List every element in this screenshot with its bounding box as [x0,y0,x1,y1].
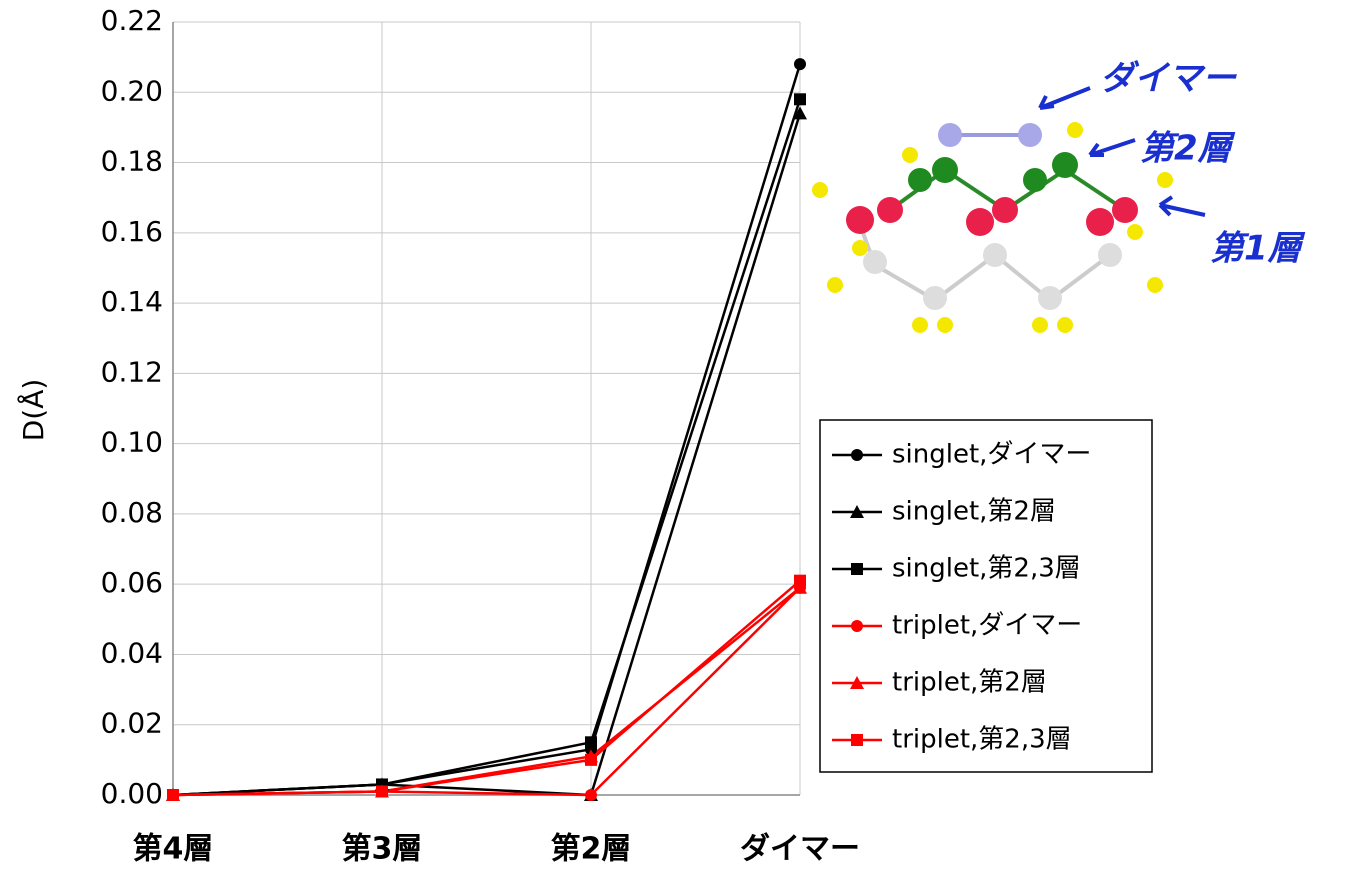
marker [585,754,597,766]
marker [376,785,388,797]
y-tick-label: 0.22 [101,4,163,37]
y-tick-label: 0.08 [101,496,163,529]
y-axis-label: D(Å) [16,379,50,442]
legend-box [820,420,1152,772]
legend-label: singlet,第2層 [892,497,1056,527]
x-tick-label: 第3層 [342,832,423,867]
legend-label: triplet,ダイマー [892,611,1082,641]
marker [585,736,597,748]
annotation: ダイマー [1100,59,1237,99]
x-tick-label: ダイマー [740,832,860,867]
marker [794,58,806,70]
y-tick-label: 0.18 [101,145,163,178]
molecule-illustration [812,88,1205,333]
legend-label: singlet,ダイマー [892,440,1091,470]
marker [167,789,179,801]
y-tick-label: 0.14 [101,285,163,318]
marker [585,789,597,801]
series-line [173,64,800,795]
y-tick-label: 0.06 [101,566,163,599]
marker [851,563,863,575]
y-tick-label: 0.20 [101,74,163,107]
y-tick-label: 0.00 [101,777,163,810]
series-line [173,99,800,795]
marker [851,449,863,461]
y-tick-label: 0.04 [101,636,163,669]
y-tick-label: 0.02 [101,707,163,740]
marker [851,734,863,746]
marker [851,620,863,632]
y-tick-label: 0.16 [101,215,163,248]
legend-label: triplet,第2層 [892,668,1047,698]
series-line [173,113,800,795]
legend-label: triplet,第2,3層 [892,725,1072,755]
x-tick-label: 第4層 [133,832,214,867]
marker [794,93,806,105]
y-tick-label: 0.10 [101,426,163,459]
chart: D(Å) ダイマー 第2層 第1層 0.000.020.040.060.080. [0,0,1349,872]
annotation: 第2層 [1140,129,1236,169]
marker [794,575,806,587]
y-tick-label: 0.12 [101,355,163,388]
x-tick-label: 第2層 [551,832,632,867]
annotation: 第1層 [1210,229,1306,269]
legend-label: singlet,第2,3層 [892,554,1081,584]
